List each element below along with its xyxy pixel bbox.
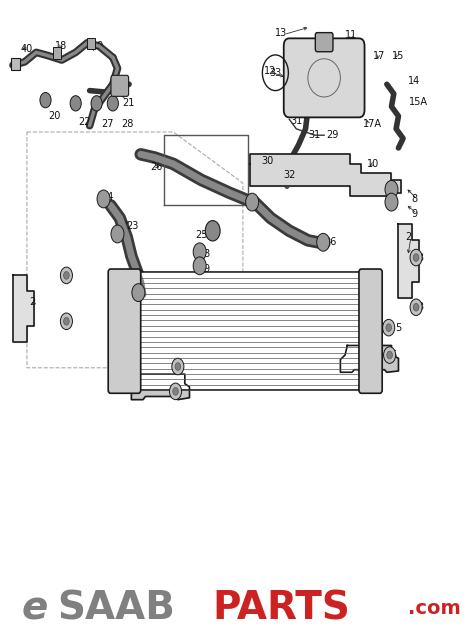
Circle shape: [383, 347, 396, 364]
Text: 30: 30: [262, 156, 273, 166]
Text: 8: 8: [203, 250, 210, 259]
Text: PARTS: PARTS: [213, 589, 351, 627]
Circle shape: [40, 93, 51, 108]
Circle shape: [317, 234, 330, 251]
Polygon shape: [340, 346, 399, 372]
Text: 18: 18: [55, 41, 67, 51]
Bar: [54, 47, 61, 59]
Text: 31: 31: [291, 116, 303, 125]
Text: 23: 23: [126, 221, 138, 230]
Circle shape: [205, 221, 220, 241]
Text: 17: 17: [373, 51, 385, 61]
Text: 5: 5: [180, 361, 186, 371]
Text: 22: 22: [78, 118, 91, 127]
Bar: [129, 272, 371, 390]
Text: 17A: 17A: [363, 119, 382, 129]
Text: 31: 31: [308, 130, 320, 140]
Circle shape: [193, 257, 206, 275]
Text: .com: .com: [408, 598, 460, 618]
FancyBboxPatch shape: [284, 38, 365, 117]
Text: 5: 5: [395, 323, 401, 333]
Circle shape: [410, 249, 422, 266]
Circle shape: [386, 324, 392, 332]
Text: 2: 2: [29, 297, 36, 307]
Text: 24: 24: [125, 286, 137, 296]
Text: 32: 32: [283, 170, 296, 180]
Polygon shape: [399, 225, 419, 298]
Text: 3: 3: [417, 253, 423, 262]
Circle shape: [70, 96, 81, 111]
Text: 15A: 15A: [409, 97, 428, 107]
Circle shape: [193, 243, 206, 260]
Polygon shape: [250, 154, 401, 196]
Text: 12: 12: [264, 67, 276, 77]
Bar: [11, 58, 20, 70]
Circle shape: [410, 299, 422, 316]
Text: 25: 25: [195, 230, 208, 240]
Text: 33: 33: [283, 60, 295, 70]
Text: 14: 14: [408, 76, 420, 86]
Bar: [87, 38, 95, 49]
Text: 13: 13: [275, 28, 288, 38]
Text: 4: 4: [131, 372, 137, 382]
Text: 1: 1: [279, 350, 285, 360]
FancyBboxPatch shape: [111, 76, 128, 97]
Text: 28: 28: [121, 119, 134, 129]
Circle shape: [246, 193, 259, 211]
Text: 27: 27: [101, 119, 114, 129]
Text: 9: 9: [203, 264, 210, 274]
Text: 6: 6: [174, 385, 181, 395]
Text: 3: 3: [417, 302, 423, 312]
Circle shape: [64, 271, 69, 279]
Circle shape: [97, 190, 110, 208]
Text: 3: 3: [63, 316, 69, 326]
Text: 26: 26: [324, 237, 337, 246]
Text: 26: 26: [150, 162, 163, 172]
Text: 10: 10: [367, 159, 380, 169]
Polygon shape: [13, 275, 34, 342]
Circle shape: [170, 383, 182, 399]
Circle shape: [175, 363, 181, 371]
Circle shape: [60, 313, 73, 330]
Circle shape: [383, 319, 395, 336]
FancyBboxPatch shape: [359, 269, 382, 394]
Polygon shape: [131, 374, 190, 399]
Text: 8: 8: [411, 194, 417, 204]
Text: 9: 9: [411, 209, 417, 219]
Text: 29: 29: [327, 130, 339, 140]
Text: 16: 16: [346, 105, 358, 115]
Circle shape: [413, 303, 419, 311]
Text: 19: 19: [92, 41, 104, 51]
Circle shape: [111, 225, 124, 243]
Text: SAAB: SAAB: [57, 589, 175, 627]
Text: 4: 4: [352, 340, 358, 351]
Text: 2: 2: [405, 232, 411, 242]
Circle shape: [172, 358, 184, 375]
Text: 6: 6: [390, 350, 396, 360]
Circle shape: [173, 388, 178, 395]
Text: 40: 40: [21, 44, 33, 54]
Text: 3: 3: [63, 270, 69, 280]
Text: 15: 15: [392, 51, 404, 61]
Text: 21: 21: [122, 99, 135, 108]
Circle shape: [385, 193, 398, 211]
Circle shape: [64, 317, 69, 325]
Circle shape: [385, 180, 398, 198]
Text: e: e: [21, 589, 48, 627]
Text: 20: 20: [48, 111, 60, 121]
Circle shape: [107, 96, 118, 111]
Circle shape: [91, 96, 102, 111]
Text: 11: 11: [345, 29, 357, 40]
Circle shape: [387, 351, 392, 359]
FancyBboxPatch shape: [315, 33, 333, 52]
Text: 33: 33: [269, 68, 282, 77]
Text: 7: 7: [143, 339, 149, 349]
FancyBboxPatch shape: [108, 269, 141, 394]
Circle shape: [413, 253, 419, 261]
Text: 24: 24: [101, 192, 114, 202]
Circle shape: [132, 284, 145, 301]
Circle shape: [60, 267, 73, 284]
